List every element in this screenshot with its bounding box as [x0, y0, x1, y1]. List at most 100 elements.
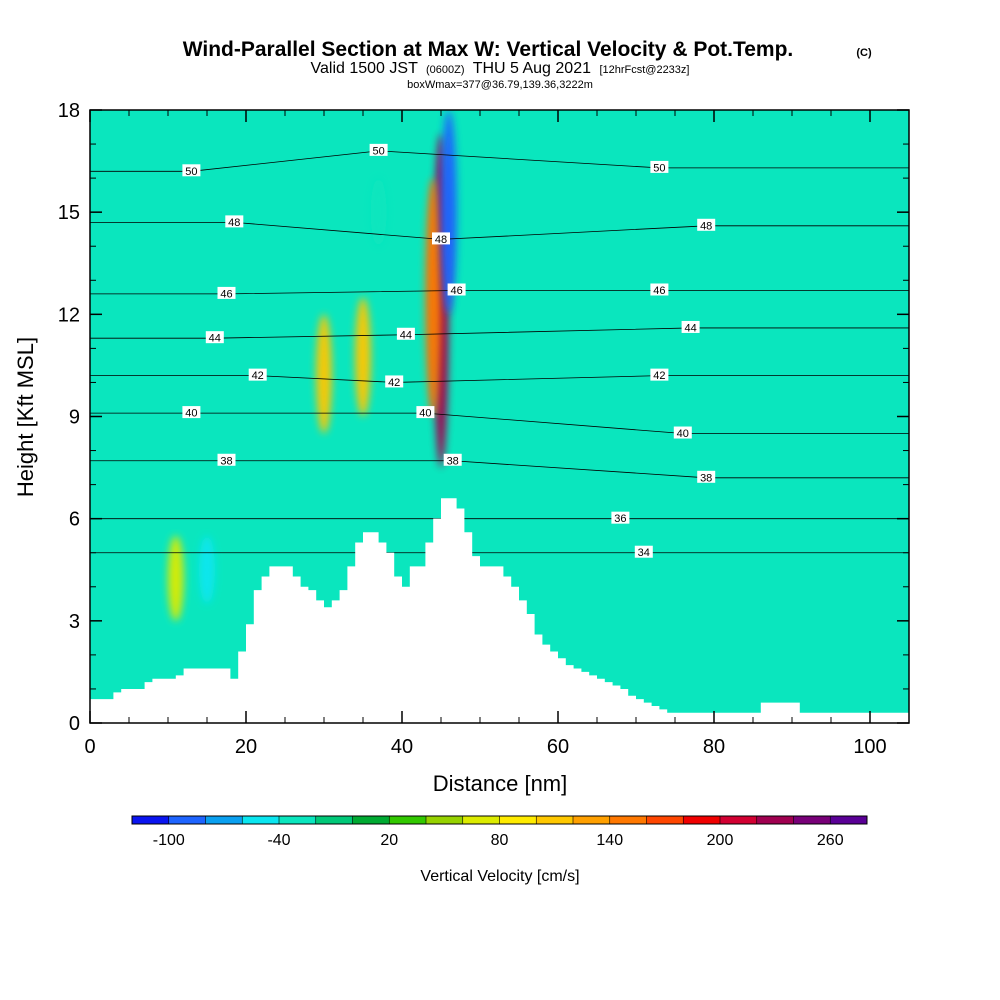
subtitle-date: THU 5 Aug 2021	[473, 60, 591, 77]
colorbar-swatch	[168, 816, 206, 824]
velocity-cell-2	[316, 314, 332, 434]
colorbar-swatch	[683, 816, 721, 824]
colorbar-swatch	[462, 816, 500, 824]
contour-label-bg	[217, 453, 236, 466]
contour-label: 42	[388, 377, 400, 389]
y-tick-label: 0	[69, 713, 80, 735]
colorbar-swatch	[242, 816, 280, 824]
colorbar-swatch	[646, 816, 684, 824]
colorbar-tick-label: -40	[267, 832, 290, 849]
contour-label-bg	[650, 160, 669, 173]
x-axis: 0 20 40 60 80 100	[84, 110, 887, 758]
contour-label: 44	[400, 329, 412, 341]
contour-label: 38	[220, 455, 232, 467]
colorbar-swatch	[793, 816, 831, 824]
colorbar-swatch	[352, 816, 390, 824]
contour-label-bg	[697, 218, 716, 231]
chart-subtitle: Valid 1500 JST (0600Z) THU 5 Aug 2021 [1…	[311, 60, 690, 77]
velocity-cell-3	[355, 297, 371, 417]
y-tick-label: 9	[69, 407, 80, 429]
plot-area: 50 50 50 48 48 48 46 46 46 44 44 44 42 42 42 40 40 40 38 38…	[90, 110, 909, 723]
contour-label: 46	[450, 285, 462, 297]
y-tick-label: 6	[69, 509, 80, 531]
colorbar-swatch	[756, 816, 794, 824]
contour-label: 50	[653, 162, 665, 174]
colorbar-swatch	[609, 816, 647, 824]
contour-label-bg	[447, 283, 466, 296]
x-tick-label: 40	[391, 736, 413, 758]
contour-label-bg	[182, 164, 201, 177]
y-tick-label: 15	[58, 202, 80, 224]
colorbar-swatch	[205, 816, 243, 824]
contour-label: 44	[209, 333, 221, 345]
colorbar-swatch	[315, 816, 353, 824]
contour-label: 50	[372, 145, 384, 157]
colorbar-tick-label: 200	[707, 832, 734, 849]
contour-label: 42	[252, 370, 264, 382]
contour-label-bg	[182, 406, 201, 419]
subtitle-utc: (0600Z)	[426, 64, 465, 76]
contour-label: 40	[677, 428, 689, 440]
contour-label: 38	[700, 472, 712, 484]
contour-label: 38	[447, 455, 459, 467]
chart-title-suffix: (C)	[856, 47, 872, 59]
velocity-cell-5	[199, 535, 215, 604]
colorbar-swatch	[720, 816, 758, 824]
contour-label: 48	[228, 217, 240, 229]
colorbar-tick-label: -100	[153, 832, 185, 849]
colorbar-swatch	[830, 816, 868, 824]
colorbar	[131, 815, 868, 825]
contour-label: 44	[684, 322, 696, 334]
colorbar-swatch	[279, 816, 317, 824]
colorbar-swatch	[389, 816, 427, 824]
terrain	[90, 498, 909, 723]
colorbar-tick-labels: -100 -40 20 80 140 200 260	[153, 832, 844, 849]
velocity-cell-1	[425, 178, 442, 417]
subtitle-valid: Valid 1500 JST	[311, 60, 419, 77]
contour-label-bg	[432, 232, 450, 245]
colorbar-tick-label: 140	[596, 832, 623, 849]
colorbar-label: Vertical Velocity [cm/s]	[420, 868, 579, 885]
y-tick-label: 12	[58, 304, 80, 326]
contour-label-bg	[396, 327, 415, 340]
contour-label-bg	[650, 368, 669, 381]
contour-label: 40	[185, 408, 197, 420]
contour-label-bg	[416, 406, 435, 419]
contour-label: 34	[638, 547, 650, 559]
velocity-cell-4	[440, 110, 457, 315]
contour-label: 50	[185, 166, 197, 178]
x-tick-label: 0	[84, 736, 95, 758]
contour-label-bg	[650, 283, 669, 296]
contour-label-bg	[369, 143, 388, 156]
contour-label-bg	[611, 511, 630, 524]
contour-label-bg	[385, 375, 404, 388]
contour-label: 48	[435, 234, 447, 246]
contour-label: 46	[653, 285, 665, 297]
colorbar-tick-label: 80	[491, 832, 509, 849]
y-tick-label: 18	[58, 100, 80, 122]
colorbar-swatch	[536, 816, 574, 824]
velocity-cell-6	[167, 535, 184, 621]
contour-label: 46	[220, 288, 232, 300]
contour-label-bg	[681, 320, 700, 333]
colorbar-swatch	[426, 816, 464, 824]
contour-label-bg	[205, 331, 224, 344]
velocity-cell-7	[370, 178, 387, 247]
colorbar-swatch	[499, 816, 537, 824]
contour-label-bg	[697, 470, 716, 483]
x-tick-label: 20	[235, 736, 257, 758]
contour-label-bg	[673, 426, 692, 439]
contour-label-bg	[634, 545, 653, 558]
colorbar-swatch	[132, 816, 170, 824]
contour-label: 40	[419, 408, 431, 420]
x-axis-label: Distance [nm]	[433, 771, 568, 796]
contour-label-bg	[225, 215, 244, 228]
chart-subtitle-box: boxWmax=377@36.79,139.36,3222m	[407, 79, 593, 91]
y-tick-label: 3	[69, 611, 80, 633]
x-tick-label: 60	[547, 736, 569, 758]
contour-label: 36	[614, 513, 626, 525]
x-tick-label: 100	[853, 736, 886, 758]
contour-labels: 50 50 50 48 48 48 46 46 46 44 44 44 42 42 42 40 40 40 38 38…	[182, 143, 716, 559]
